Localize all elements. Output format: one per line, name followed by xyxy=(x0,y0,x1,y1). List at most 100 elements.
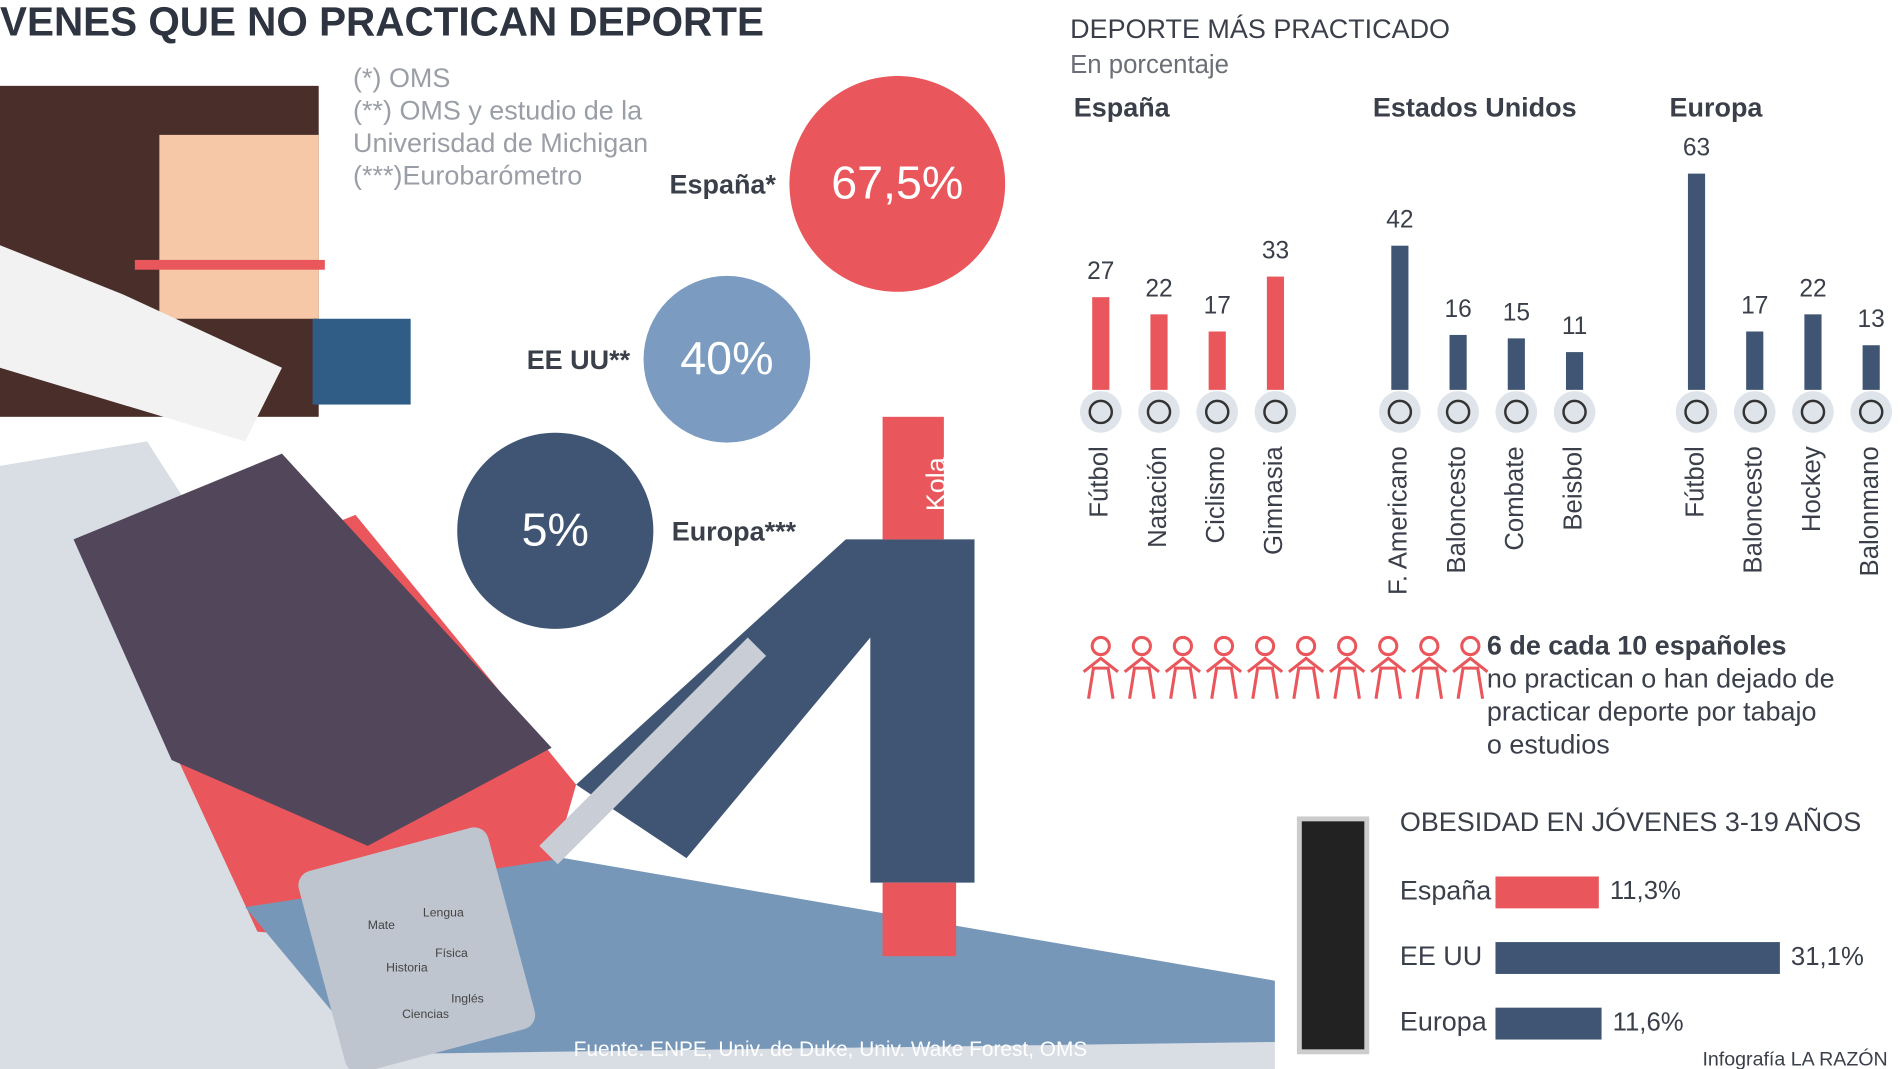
pictogram-text: o estudios xyxy=(1487,730,1610,760)
category-label: España xyxy=(1400,876,1491,906)
bar xyxy=(1150,314,1168,390)
person-head xyxy=(1295,635,1317,657)
note: Univerisdad de Michigan xyxy=(353,128,648,158)
tablet-label: Lengua xyxy=(423,906,464,920)
sport-icon xyxy=(1138,391,1180,433)
sport-icon xyxy=(1675,391,1718,433)
panel-title: España xyxy=(1074,92,1171,122)
sport-icon-inner xyxy=(1742,399,1767,425)
pictogram-text: practicar deporte por tabajo xyxy=(1487,697,1817,727)
sport-icon xyxy=(1379,391,1421,433)
sport-icon xyxy=(1733,391,1776,433)
person-head xyxy=(1460,635,1481,657)
bar xyxy=(1092,297,1110,390)
person-body xyxy=(1329,656,1366,700)
tablet-label: Ciencias xyxy=(402,1007,449,1021)
sport-icon-inner xyxy=(1800,399,1826,425)
category-label: Hockey xyxy=(1798,446,1826,532)
can-label: Kola xyxy=(921,457,951,511)
value-label: 13 xyxy=(1858,306,1885,333)
bar xyxy=(1495,1007,1602,1040)
bar xyxy=(1208,331,1226,390)
person-head xyxy=(1090,635,1111,657)
person-head xyxy=(1254,635,1276,657)
value-label: 31,1% xyxy=(1791,943,1864,971)
sport-icon-inner xyxy=(1387,399,1413,425)
source: Fuente: ENPE, Univ. de Duke, Univ. Wake … xyxy=(574,1038,1088,1061)
credit: Infografía LA RAZÓN xyxy=(1702,1048,1887,1069)
category-label: Beisbol xyxy=(1559,446,1587,530)
bar xyxy=(1449,334,1467,390)
person-head xyxy=(1172,635,1194,657)
sport-icon-inner xyxy=(1504,399,1529,425)
person-head xyxy=(1213,635,1235,657)
panel-title: Estados Unidos xyxy=(1373,92,1577,122)
person-body xyxy=(1287,656,1325,700)
person-head xyxy=(1378,635,1399,657)
sport-icon-inner xyxy=(1858,399,1884,425)
sport-icon-inner xyxy=(1088,399,1114,425)
tablet-label: Mate xyxy=(368,918,395,932)
pictogram-text: no practican o han dejado de xyxy=(1487,663,1835,693)
bar xyxy=(1266,276,1285,390)
bar xyxy=(1391,245,1409,390)
value-label: 17 xyxy=(1204,292,1231,319)
bubble-value: 5% xyxy=(522,504,589,556)
bubble-value: 67,5% xyxy=(831,157,963,209)
bar xyxy=(1495,942,1780,974)
person-body xyxy=(1246,656,1284,700)
sport-icon xyxy=(1792,391,1834,433)
value-label: 27 xyxy=(1087,258,1114,285)
sport-icon xyxy=(1079,391,1122,433)
chart-subtitle: En porcentaje xyxy=(1070,51,1229,79)
bar xyxy=(1495,876,1599,909)
bubble-label: EE UU** xyxy=(527,345,631,375)
person-body xyxy=(1123,656,1160,700)
note: (**) OMS y estudio de la xyxy=(353,95,642,125)
category-label: Combate xyxy=(1501,446,1529,550)
value-label: 22 xyxy=(1799,275,1826,302)
bar xyxy=(1687,173,1706,390)
title: VENES QUE NO PRACTICAN DEPORTE xyxy=(0,0,764,44)
value-label: 11,6% xyxy=(1613,1008,1684,1036)
pictogram-headline: 6 de cada 10 españoles xyxy=(1487,630,1787,660)
sport-icon-inner xyxy=(1562,399,1587,425)
value-label: 16 xyxy=(1444,296,1471,323)
bubble xyxy=(789,76,1006,292)
panel-title: Europa xyxy=(1670,92,1764,122)
bubble-value: 40% xyxy=(680,332,773,384)
category-label: F. Americano xyxy=(1385,446,1413,595)
person-body xyxy=(1370,656,1407,700)
bar xyxy=(1507,338,1525,390)
bar xyxy=(1565,352,1584,390)
sport-icon xyxy=(1437,391,1479,433)
value-label: 63 xyxy=(1683,135,1710,162)
bar xyxy=(1862,345,1880,390)
bar xyxy=(1804,314,1822,390)
value-label: 42 xyxy=(1386,207,1413,234)
person-body xyxy=(1082,656,1119,700)
tablet-label: Física xyxy=(435,946,468,960)
bubble-label: Europa*** xyxy=(672,516,797,546)
bar xyxy=(1746,331,1764,390)
note: (*) OMS xyxy=(353,63,450,93)
person-head xyxy=(1131,635,1152,657)
category-label: Europa xyxy=(1400,1007,1487,1037)
category-label: EE UU xyxy=(1400,941,1482,971)
sport-icon xyxy=(1495,391,1538,433)
category-label: Ciclismo xyxy=(1202,446,1230,543)
value-label: 22 xyxy=(1145,275,1172,302)
sport-icon xyxy=(1254,391,1297,433)
value-label: 17 xyxy=(1741,292,1768,319)
tablet-label: Historia xyxy=(386,961,428,975)
illustration: Kola xyxy=(0,85,1370,1069)
chart-title: OBESIDAD EN JÓVENES 3-19 AÑOS xyxy=(1400,806,1861,837)
person-body xyxy=(1205,656,1243,700)
value-label: 11 xyxy=(1562,313,1587,340)
category-label: Baloncesto xyxy=(1740,446,1768,573)
bubble xyxy=(643,275,811,443)
category-label: Fútbol xyxy=(1681,446,1709,518)
sport-icon xyxy=(1196,391,1239,433)
